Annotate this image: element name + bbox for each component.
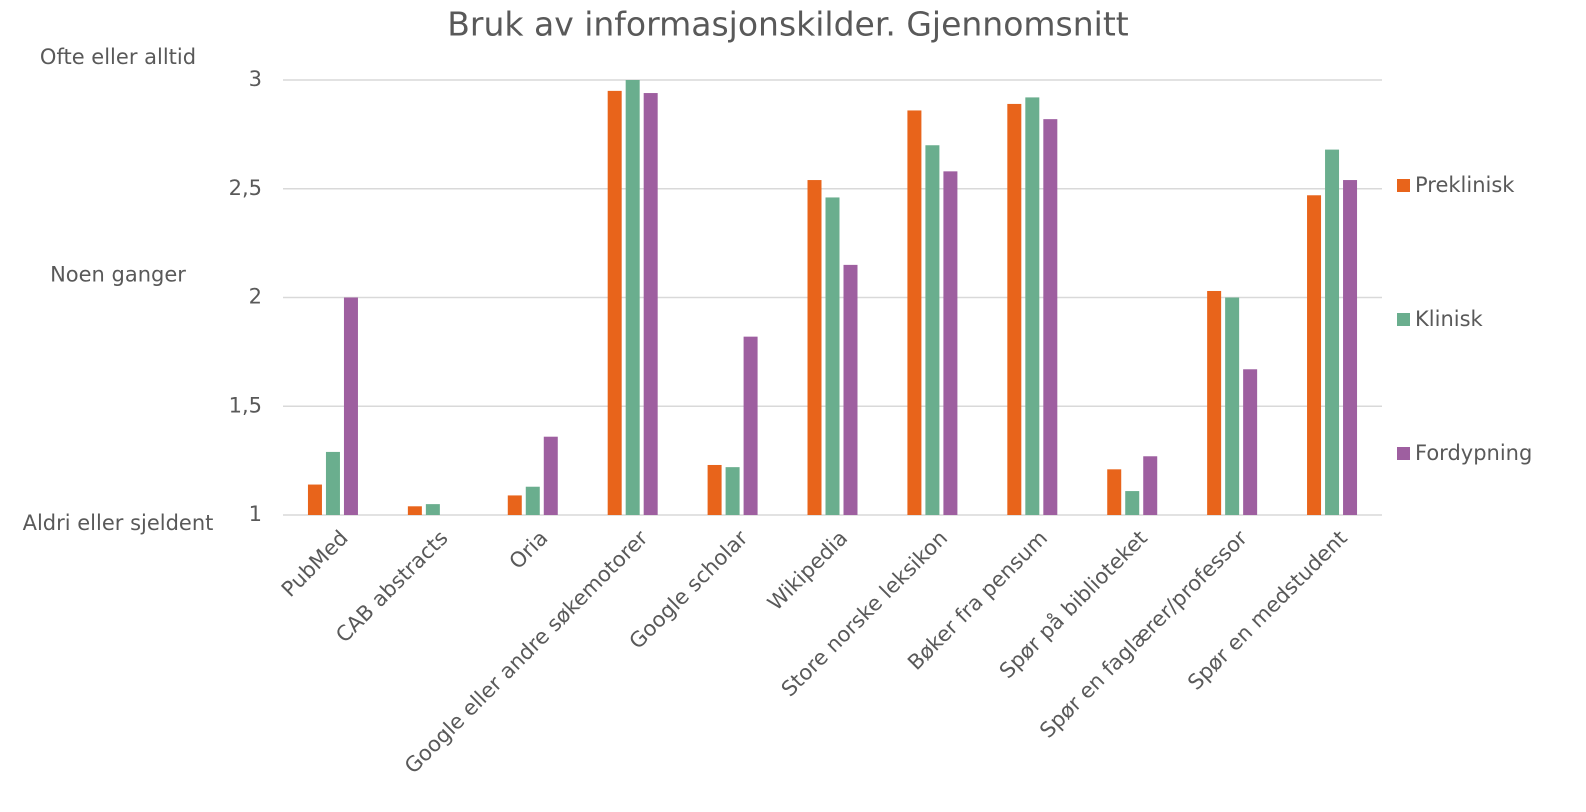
legend-label: Klinisk xyxy=(1415,307,1484,331)
legend-swatch xyxy=(1397,179,1410,192)
bar xyxy=(825,197,840,515)
bar xyxy=(1307,195,1322,515)
legend-label: Preklinisk xyxy=(1415,173,1515,197)
chart-title: Bruk av informasjonskilder. Gjennomsnitt xyxy=(447,5,1129,44)
bar xyxy=(1107,469,1122,515)
bar xyxy=(925,145,940,515)
bar xyxy=(607,90,622,515)
bar xyxy=(743,336,758,515)
y-tick-label: 2 xyxy=(249,285,262,309)
bar xyxy=(725,467,740,515)
y-tick-label: 1 xyxy=(249,502,262,526)
bar xyxy=(507,495,522,515)
axis-annotation: Noen ganger xyxy=(50,263,186,287)
y-tick-label: 3 xyxy=(249,67,262,91)
y-tick-label: 2,5 xyxy=(229,176,262,200)
bar xyxy=(1343,180,1358,516)
bar xyxy=(1143,456,1158,515)
bar xyxy=(1225,297,1240,515)
bar xyxy=(1125,491,1140,515)
bar xyxy=(307,484,322,515)
bar xyxy=(1007,103,1022,516)
bar xyxy=(707,464,722,515)
bar xyxy=(407,506,422,515)
bar xyxy=(1043,119,1058,516)
x-tick-label: Spør en faglærer/professor xyxy=(1035,526,1252,743)
x-tick-label: Oria xyxy=(505,526,553,574)
x-tick-label: Store norske leksikon xyxy=(777,526,952,701)
axis-annotation: Ofte eller alltid xyxy=(40,45,196,69)
bar xyxy=(907,110,922,515)
bar xyxy=(943,171,958,515)
bar xyxy=(643,93,658,516)
legend-swatch xyxy=(1397,447,1410,460)
bar xyxy=(543,436,558,515)
bar xyxy=(325,451,340,515)
bar xyxy=(1207,290,1222,515)
x-tick-label: PubMed xyxy=(277,526,353,602)
axis-annotation: Aldri eller sjeldent xyxy=(23,511,214,535)
bar xyxy=(807,180,822,516)
y-tick-label: 1,5 xyxy=(229,393,262,417)
x-tick-label: Wikipedia xyxy=(763,526,852,615)
bar xyxy=(1243,369,1258,515)
bar xyxy=(625,80,640,515)
bar xyxy=(525,486,540,515)
bar xyxy=(1025,97,1040,516)
legend-swatch xyxy=(1397,313,1410,326)
bar xyxy=(343,297,358,515)
bar xyxy=(1325,149,1340,515)
bar xyxy=(843,264,858,515)
bar xyxy=(425,504,440,515)
legend-label: Fordypning xyxy=(1415,441,1532,465)
